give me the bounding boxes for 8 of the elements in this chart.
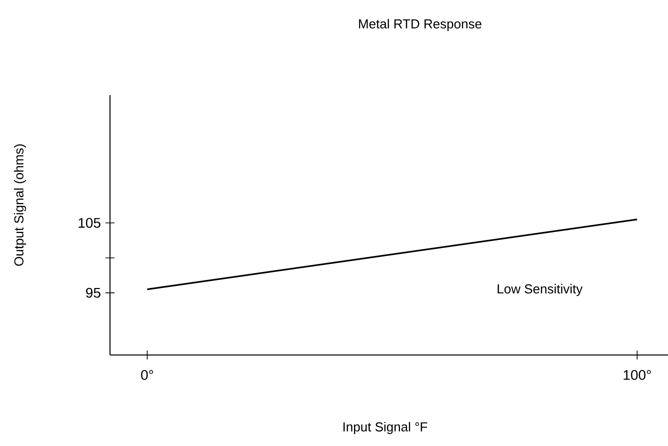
x-tick-label: 0° [141, 370, 154, 380]
x-tick-label: 100° [624, 370, 651, 380]
chart-title: Metal RTD Response [359, 18, 482, 32]
annotation: Low Sensitivity [498, 284, 583, 296]
y-tick-label: 95 [86, 288, 100, 298]
y-axis-title: Output Signal (ohms) [14, 144, 26, 266]
y-tick-label: 105 [78, 218, 100, 228]
x-axis-title: Input Signal °F [344, 422, 428, 434]
